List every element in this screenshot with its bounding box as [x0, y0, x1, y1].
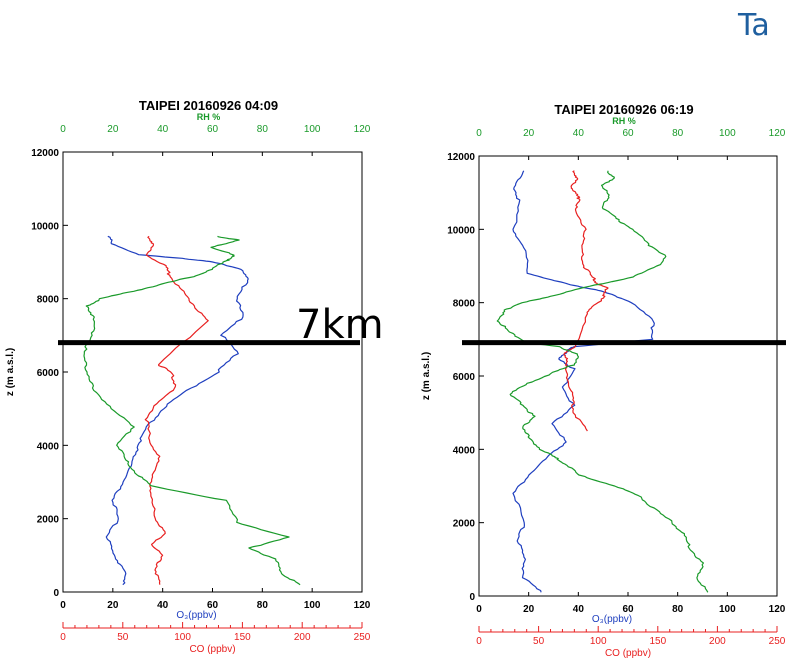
z-tick-label-right: 4000: [453, 445, 476, 456]
o3-tick-label-right: 0: [476, 604, 482, 615]
z-axis-label-left: z (m a.s.l.): [5, 348, 16, 396]
rh-tick-label-left: 60: [207, 124, 219, 135]
rh-tick-label-right: 60: [622, 128, 634, 139]
co-axis-label-left: CO (ppbv): [189, 644, 235, 655]
z-tick-label-left: 10000: [31, 221, 59, 232]
rh-tick-label-left: 20: [107, 124, 119, 135]
rh-tick-label-left: 100: [304, 124, 321, 135]
co-tick-label-right: 0: [476, 636, 482, 647]
o3-tick-label-right: 60: [622, 604, 634, 615]
rh-tick-label-right: 80: [672, 128, 684, 139]
z-tick-label-left: 12000: [31, 148, 59, 159]
co-tick-label-left: 100: [174, 632, 191, 643]
rh-profile-line-left: [83, 235, 301, 586]
rh-tick-label-right: 20: [523, 128, 535, 139]
rh-tick-label-left: 0: [60, 124, 66, 135]
z-tick-label-left: 2000: [37, 515, 60, 526]
o3-profile-line-left: [105, 235, 249, 586]
o3-tick-label-left: 60: [207, 600, 219, 611]
o3-tick-label-right: 100: [719, 604, 736, 615]
o3-tick-label-left: 40: [157, 600, 169, 611]
co-profile-line-left: [144, 235, 209, 585]
rh-tick-label-left: 120: [354, 124, 371, 135]
o3-tick-label-right: 40: [573, 604, 585, 615]
co-tick-label-right: 200: [709, 636, 726, 647]
o3-tick-label-left: 100: [304, 600, 321, 611]
o3-tick-label-right: 120: [769, 604, 786, 615]
co-tick-label-right: 250: [769, 636, 786, 647]
o3-tick-label-right: 80: [672, 604, 684, 615]
o3-tick-label-right: 20: [523, 604, 535, 615]
co-tick-label-left: 150: [234, 632, 251, 643]
slide-title: Ta: [738, 8, 770, 43]
rh-tick-label-right: 120: [769, 128, 786, 139]
co-tick-label-right: 100: [590, 636, 607, 647]
z-tick-label-right: 0: [469, 592, 475, 603]
z-tick-label-left: 0: [53, 588, 59, 599]
o3-tick-label-left: 80: [257, 600, 269, 611]
o3-tick-label-left: 20: [107, 600, 119, 611]
z-tick-label-left: 6000: [37, 368, 60, 379]
z-tick-label-right: 8000: [453, 299, 476, 310]
annotation-7km: 7km: [296, 302, 384, 348]
z-tick-label-right: 2000: [453, 519, 476, 530]
o3-tick-label-left: 120: [354, 600, 371, 611]
co-tick-label-left: 0: [60, 632, 66, 643]
o3-axis-label-right: O₃(ppbv): [592, 614, 632, 625]
o3-tick-label-left: 0: [60, 600, 66, 611]
rh-tick-label-right: 0: [476, 128, 482, 139]
chart-title-left: TAIPEI 20160926 04:09: [139, 98, 278, 113]
rh-axis-label-left: RH %: [197, 112, 221, 122]
co-profile-line-right: [563, 170, 609, 432]
chart-title-right: TAIPEI 20160926 06:19: [554, 102, 693, 117]
co-tick-label-left: 200: [294, 632, 311, 643]
co-tick-label-left: 50: [117, 632, 129, 643]
z-tick-label-left: 8000: [37, 295, 60, 306]
o3-axis-label-left: O₃(ppbv): [176, 610, 216, 621]
co-tick-label-left: 250: [354, 632, 371, 643]
rh-tick-label-right: 100: [719, 128, 736, 139]
z-tick-label-right: 12000: [447, 152, 475, 163]
rh-profile-line-right: [496, 170, 709, 593]
z-tick-label-right: 10000: [447, 225, 475, 236]
rh-axis-label-right: RH %: [612, 116, 636, 126]
rh-tick-label-right: 40: [573, 128, 585, 139]
rh-tick-label-left: 40: [157, 124, 169, 135]
co-tick-label-right: 50: [533, 636, 545, 647]
co-axis-label-right: CO (ppbv): [605, 648, 651, 659]
z-tick-label-left: 4000: [37, 441, 60, 452]
plot-frame-right: [478, 155, 778, 597]
z-axis-label-right: z (m a.s.l.): [421, 352, 432, 400]
z-tick-label-right: 6000: [453, 372, 476, 383]
plot-frame-left: [62, 151, 363, 593]
rh-tick-label-left: 80: [257, 124, 269, 135]
co-tick-label-right: 150: [649, 636, 666, 647]
